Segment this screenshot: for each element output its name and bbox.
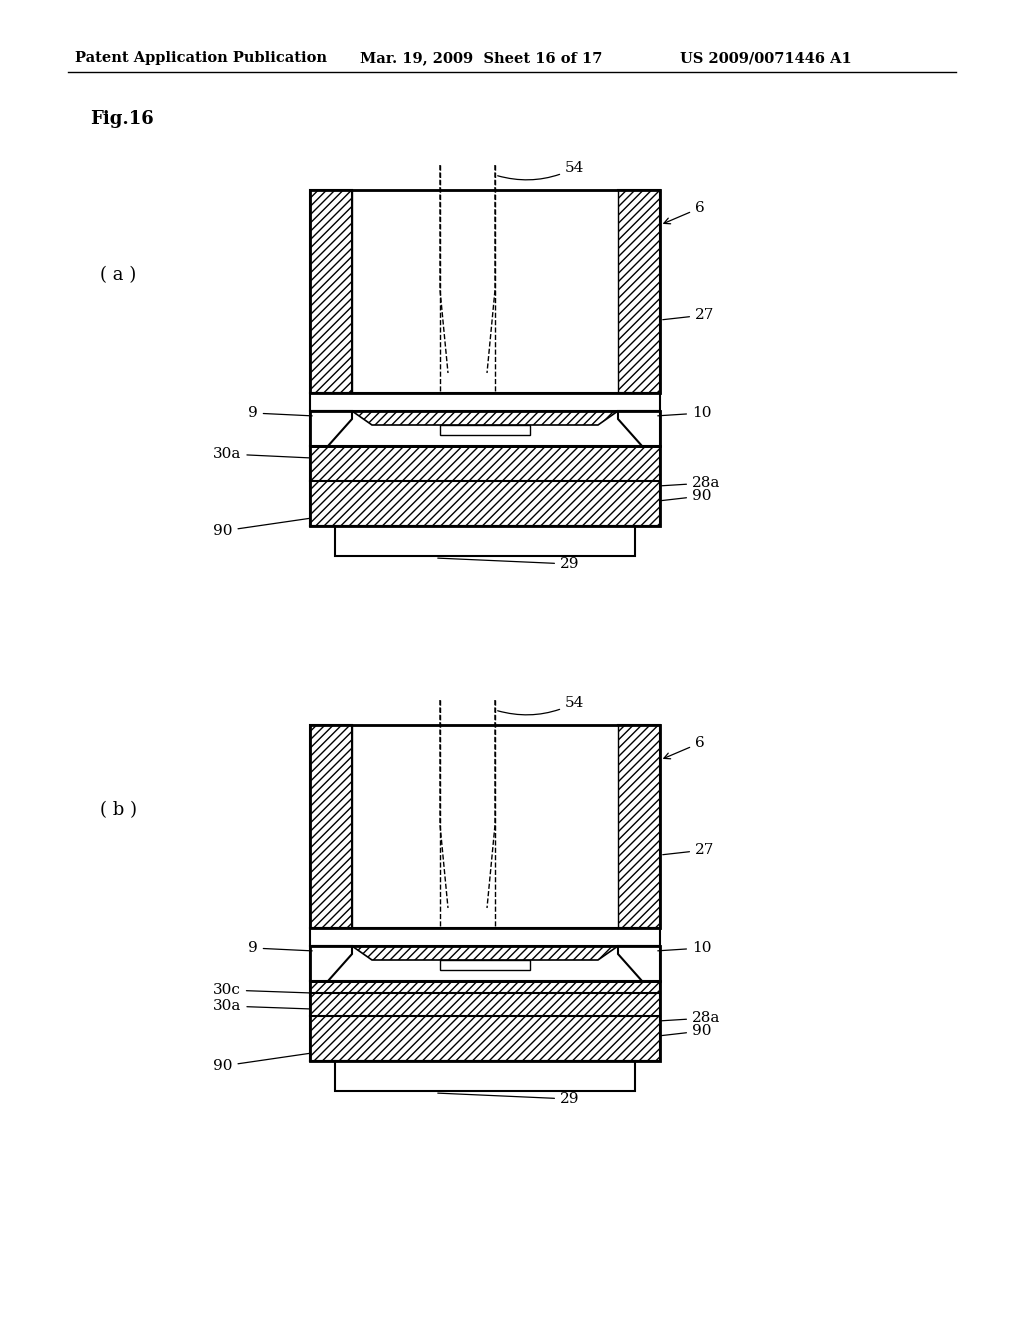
Text: 29: 29 bbox=[438, 1092, 580, 1106]
Polygon shape bbox=[352, 411, 618, 425]
Bar bbox=[310, 928, 660, 946]
Text: US 2009/0071446 A1: US 2009/0071446 A1 bbox=[680, 51, 852, 65]
Bar bbox=[310, 446, 660, 525]
Bar bbox=[310, 725, 660, 928]
Bar bbox=[335, 1061, 635, 1092]
Text: 10: 10 bbox=[657, 407, 712, 420]
Bar bbox=[440, 960, 530, 970]
Text: 29: 29 bbox=[438, 557, 580, 572]
Text: 6: 6 bbox=[664, 737, 705, 759]
Bar bbox=[352, 190, 618, 393]
Text: 30a: 30a bbox=[213, 999, 309, 1012]
Bar bbox=[335, 525, 635, 556]
Text: 9: 9 bbox=[248, 407, 312, 420]
Bar bbox=[310, 981, 660, 1061]
Polygon shape bbox=[618, 946, 660, 981]
Text: 90: 90 bbox=[660, 488, 712, 503]
Text: 90: 90 bbox=[213, 519, 309, 539]
Text: 54: 54 bbox=[498, 161, 585, 180]
Text: 27: 27 bbox=[663, 843, 715, 857]
Text: 27: 27 bbox=[663, 308, 715, 322]
Text: 30a: 30a bbox=[213, 447, 309, 461]
Polygon shape bbox=[310, 190, 352, 393]
Bar bbox=[310, 446, 660, 525]
Text: 10: 10 bbox=[657, 941, 712, 954]
Bar bbox=[310, 190, 660, 393]
Bar bbox=[310, 411, 660, 446]
Polygon shape bbox=[618, 190, 660, 393]
Bar bbox=[310, 946, 660, 981]
Text: 30c: 30c bbox=[213, 983, 309, 997]
Text: Patent Application Publication: Patent Application Publication bbox=[75, 51, 327, 65]
Text: 54: 54 bbox=[498, 696, 585, 715]
Text: Mar. 19, 2009  Sheet 16 of 17: Mar. 19, 2009 Sheet 16 of 17 bbox=[360, 51, 602, 65]
Polygon shape bbox=[618, 725, 660, 928]
Bar bbox=[310, 981, 660, 1061]
Polygon shape bbox=[352, 946, 618, 960]
Polygon shape bbox=[310, 411, 352, 446]
Polygon shape bbox=[618, 411, 660, 446]
Text: 90: 90 bbox=[213, 1053, 309, 1073]
Bar bbox=[440, 425, 530, 436]
Text: 90: 90 bbox=[660, 1024, 712, 1038]
Text: 28a: 28a bbox=[660, 1011, 720, 1026]
Text: 6: 6 bbox=[664, 201, 705, 224]
Text: Fig.16: Fig.16 bbox=[90, 110, 154, 128]
Text: ( b ): ( b ) bbox=[100, 801, 137, 818]
Text: ( a ): ( a ) bbox=[100, 267, 136, 284]
Polygon shape bbox=[310, 725, 352, 928]
Polygon shape bbox=[310, 946, 352, 981]
Text: 9: 9 bbox=[248, 941, 312, 954]
Bar bbox=[310, 393, 660, 411]
Bar bbox=[352, 725, 618, 928]
Text: 28a: 28a bbox=[660, 477, 720, 490]
